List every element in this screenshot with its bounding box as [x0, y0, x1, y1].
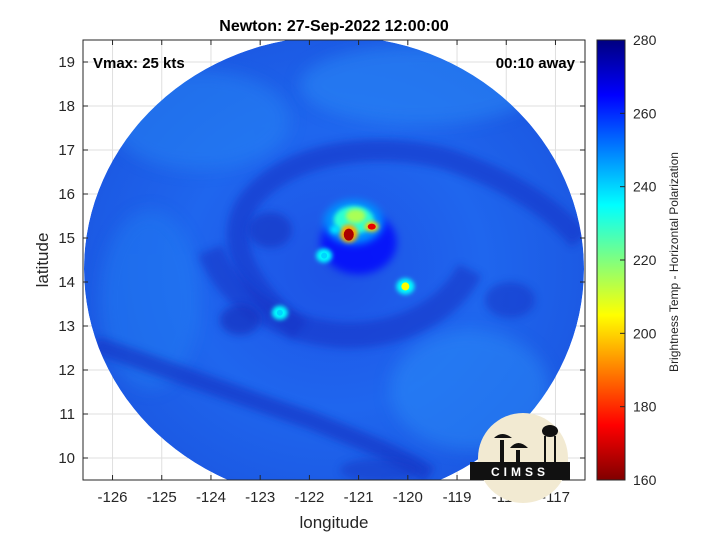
y-tick-label: 15: [58, 230, 75, 247]
y-tick-label: 11: [59, 406, 75, 423]
logo-text: CIMSS: [491, 465, 549, 479]
x-axis-label: longitude: [299, 513, 368, 532]
x-tick-label: -125: [147, 489, 177, 506]
y-tick-label: 16: [58, 186, 75, 203]
x-tick-label: -122: [294, 489, 324, 506]
x-tick-label: -123: [245, 489, 275, 506]
colorbar-tick-label: 280: [633, 32, 657, 48]
y-tick-label: 18: [58, 98, 75, 115]
vmax-annotation: Vmax: 25 kts: [93, 55, 185, 72]
y-tick-label: 14: [58, 274, 75, 291]
core-secondary: [367, 223, 376, 230]
time-away-annotation: 00:10 away: [496, 55, 576, 72]
colorbar-tick-label: 160: [633, 472, 657, 488]
x-tick-label: -126: [98, 489, 128, 506]
y-tick-label: 19: [58, 54, 75, 71]
y-tick-label: 12: [58, 362, 75, 379]
x-tick-label: -120: [393, 489, 423, 506]
cloud-band-peak: [345, 209, 366, 223]
y-tick-label: 10: [58, 450, 75, 467]
cell-east: [401, 282, 410, 291]
x-tick-label: -119: [443, 489, 472, 506]
cell-west: [321, 252, 328, 259]
axes-box: [82, 39, 586, 481]
cimss-logo: CIMSS: [470, 413, 570, 503]
colorbar-tick-label: 220: [633, 252, 657, 268]
colorbar-tick-label: 200: [633, 325, 657, 341]
cell-southwest: [276, 309, 283, 316]
brightness-temp-image: [84, 40, 584, 480]
y-tick-label: 13: [58, 318, 75, 335]
core-center: [343, 228, 354, 241]
x-tick-label: -124: [196, 489, 226, 506]
y-axis-label: latitude: [33, 233, 52, 288]
colorbar-label: Brightness Temp - Horizontal Polarizatio…: [667, 152, 681, 372]
convective-features: [271, 200, 415, 320]
colorbar-tick-label: 260: [633, 105, 657, 121]
x-tick-label: -121: [344, 489, 374, 506]
colorbar: 160 180 200 220 240 260 280 Brightness Temp - …: [596, 32, 681, 488]
y-axis: 10 11 12 13 14 15 16 17 18 19: [58, 54, 585, 467]
chart-title: Newton: 27-Sep-2022 12:00:00: [219, 18, 449, 35]
colorbar-tick-label: 180: [633, 399, 657, 415]
cell-west-secondary: [330, 225, 341, 234]
y-tick-label: 17: [58, 142, 75, 159]
colorbar-tick-label: 240: [633, 179, 657, 195]
